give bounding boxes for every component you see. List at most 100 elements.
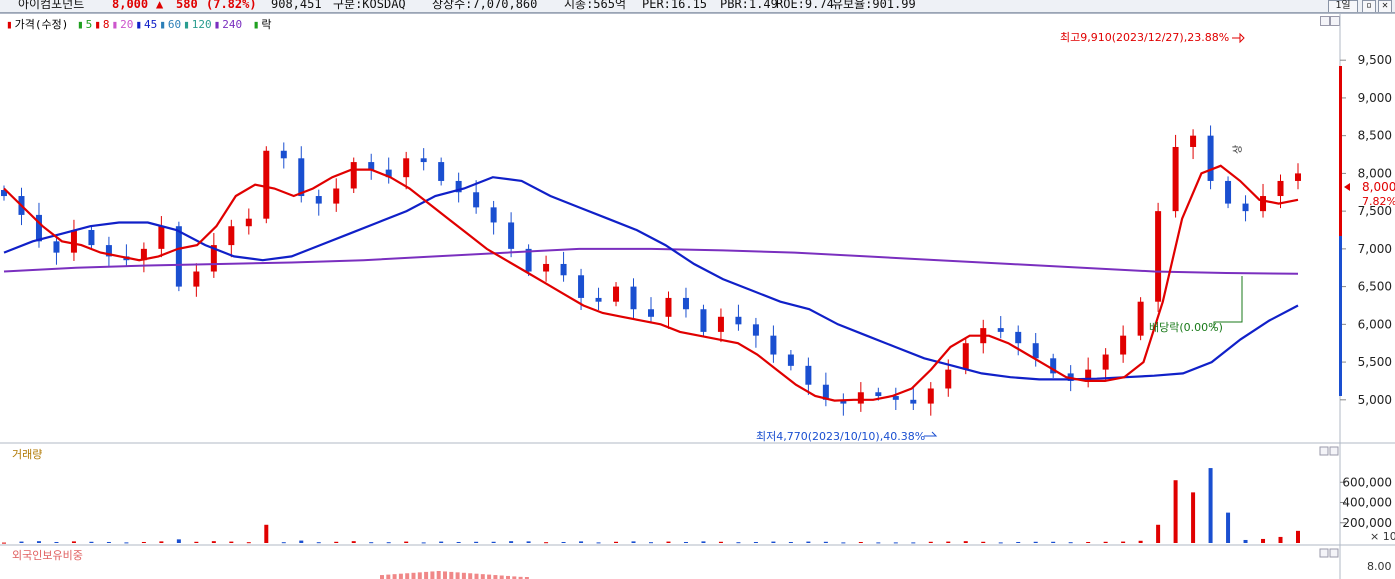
volume-bar [928,541,933,543]
foreign-bar [461,572,466,579]
candle-body [543,263,550,272]
volume-bar [1103,541,1108,543]
volume-bar [1173,480,1178,543]
volume-bar [264,524,269,543]
volume-bar [841,542,846,544]
axis-down-range [1339,236,1342,396]
foreign-bar [524,577,529,579]
volume-bar [1016,541,1021,543]
current-pct-label: 7.82% [1362,195,1395,208]
ma-legend-label: 5 [85,18,93,31]
price-tick-label: 7,500 [1358,204,1392,218]
candle-body [630,286,637,310]
stock-name[interactable]: 아이컴포넌트 [18,0,85,11]
candle-body [88,230,95,246]
volume-bar [299,540,304,543]
candle-body [682,297,689,310]
volume-bar [946,541,951,543]
candle-body [53,241,60,253]
volume-value: 908,451 [271,0,322,11]
candle-body [420,158,427,163]
volume-bar [316,542,321,544]
reserve-ratio: 유보율:901.99 [832,0,916,11]
candle-body [822,384,829,400]
ma-legend-label: 8 [102,18,110,31]
candle-body [473,192,480,208]
low-arrow-icon [924,431,938,437]
volume-bar [753,541,758,543]
close-icon[interactable]: ✕ [1378,0,1392,12]
change-arrow-icon: ▲ [156,0,164,11]
candle-body [263,150,270,219]
ma45-line [3,176,1299,381]
volume-bar [1191,492,1196,543]
foreign-bar [487,574,492,579]
price-tick-label: 9,000 [1358,91,1392,105]
foreign-bar [480,574,485,579]
roe-value: ROE:9.74 [776,0,834,11]
ma240-line [3,247,1299,275]
volume-bar [1243,539,1248,543]
foreign-bars [380,571,529,579]
volume-bar [963,541,968,543]
foreign-pane-min-icon [1319,548,1329,558]
candle-body [560,263,567,276]
candle-body [648,309,654,317]
volume-bar [526,541,531,543]
ma-legend: ▮ 가격(수정) ▮ 5 ▮ 8 ▮ 20 ▮ 45 ▮ 60 ▮ 120 ▮ 240 ▮ 락 [6,16,273,32]
foreign-pane-title: 외국인보유비중 [12,549,83,562]
candle-body [840,399,847,404]
ma-legend-icon: ▮ [76,18,84,31]
candle-body [403,158,410,178]
volume-bar [421,542,426,544]
foreign-bar [392,574,397,579]
foreign-bar [398,573,403,579]
candle-body [892,396,899,400]
candle-body [438,162,445,181]
candle-body [350,162,357,189]
volume-bar [2,542,6,544]
ma-legend-label: 20 [120,18,134,31]
volume-bar [561,541,566,543]
foreign-bar [380,575,384,579]
foreign-tick-label: 8.00 [1367,560,1392,573]
ma-legend-icon: ▮ [135,18,142,31]
rak-legend-label: 락 [261,18,272,31]
restore-icon[interactable]: ▫ [1362,0,1376,12]
period-button[interactable]: 1일 [1328,0,1358,12]
volume-bar [369,542,374,544]
volume-bar [229,541,234,543]
listed-shares: 상장수:7,070,860 [432,0,538,11]
price-change: 580 [176,0,198,11]
candle-body [805,365,812,385]
candle-body [1190,135,1197,147]
foreign-bar [499,575,504,579]
foreign-bar [455,572,460,579]
dividend-annotation: 배당락(0.00%) [1149,321,1223,334]
price-axis: 5,000 5,500 6,000 6,500 7,000 7,500 8,000 8,500… [1340,53,1392,407]
volume-bar [1068,542,1073,544]
candle-body [368,162,375,170]
candle-body [245,218,252,227]
volume-bar [509,541,514,543]
price-legend-icon: ▮ [6,18,13,31]
volume-bar [334,541,339,543]
volume-bar [1208,468,1213,543]
pane-min-icon[interactable] [1320,16,1330,26]
price-tick-label: 5,500 [1358,355,1392,369]
foreign-bar [436,571,441,579]
foreign-pane-close-icon [1329,548,1339,558]
candle-body [175,226,182,287]
market-type: 구분:KOSDAQ [333,0,406,11]
ma-legend-label: 240 [222,18,243,31]
price-tick-label: 7,000 [1358,242,1392,256]
candle-body [770,335,777,355]
candle-body [385,169,392,178]
high-annotation: 최고9,910(2023/12/27),23.88% [1060,31,1229,44]
candle-body [962,343,969,370]
candle-body [1295,173,1301,181]
volume-bar [1156,524,1161,543]
volume-axis: 200,000 400,000 600,000 [1340,475,1392,530]
candle-body [508,222,515,249]
candles [1,125,1301,416]
